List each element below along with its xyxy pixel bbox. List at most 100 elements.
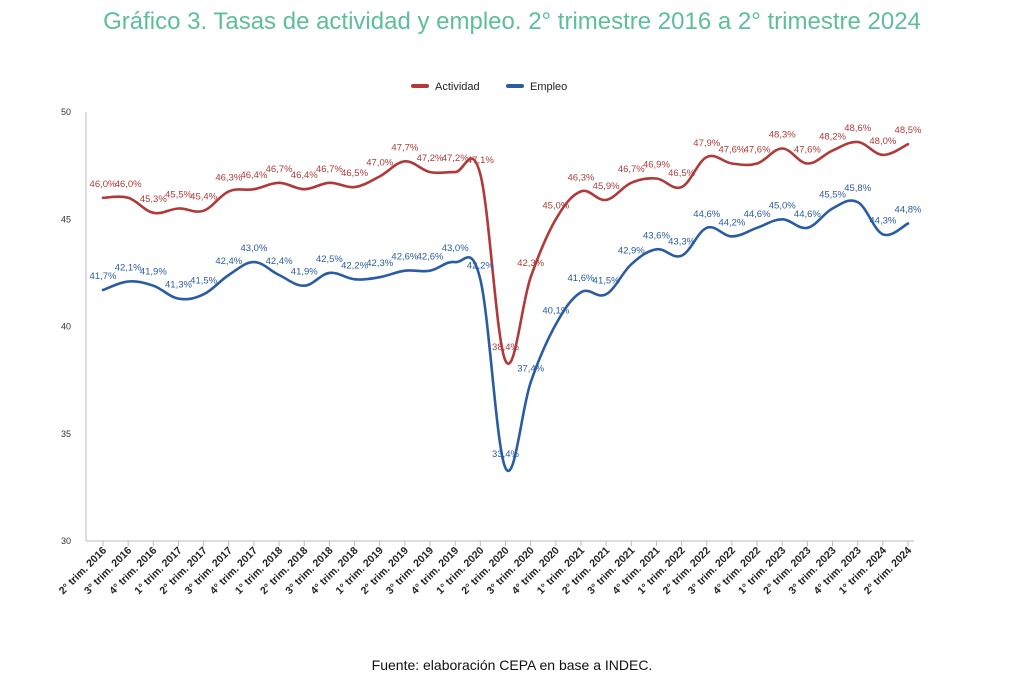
data-point-actividad: [428, 170, 431, 173]
data-point-actividad: [906, 143, 909, 146]
data-label-empleo: 44,2%: [718, 217, 745, 228]
legend: Actividad Empleo: [411, 81, 567, 93]
data-point-empleo: [328, 271, 331, 274]
data-label-empleo: 41,3%: [165, 280, 192, 291]
data-point-empleo: [152, 284, 155, 287]
data-point-actividad: [252, 188, 255, 191]
data-point-actividad: [856, 140, 859, 143]
data-label-actividad: 48,0%: [869, 136, 896, 147]
data-label-empleo: 43,3%: [668, 237, 695, 248]
data-point-empleo: [781, 218, 784, 221]
data-point-empleo: [856, 200, 859, 203]
data-label-empleo: 41,5%: [593, 275, 620, 286]
data-label-actividad: 46,0%: [90, 179, 117, 190]
data-point-empleo: [881, 233, 884, 236]
data-label-actividad: 46,0%: [115, 179, 142, 190]
y-tick-label: 35: [61, 429, 71, 439]
data-point-empleo: [906, 222, 909, 225]
data-label-empleo: 42,2%: [467, 260, 494, 271]
data-label-actividad: 38,4%: [492, 342, 519, 353]
data-label-empleo: 42,5%: [316, 254, 343, 265]
data-point-actividad: [328, 181, 331, 184]
data-label-actividad: 48,6%: [844, 123, 871, 134]
data-point-empleo: [202, 293, 205, 296]
data-point-empleo: [428, 269, 431, 272]
data-label-actividad: 42,3%: [517, 258, 544, 269]
data-label-empleo: 42,2%: [341, 260, 368, 271]
data-point-empleo: [554, 323, 557, 326]
data-label-actividad: 47,6%: [718, 144, 745, 155]
data-point-actividad: [806, 162, 809, 165]
data-label-actividad: 46,7%: [618, 164, 645, 175]
data-point-empleo: [303, 284, 306, 287]
series-layer: [101, 140, 910, 473]
data-label-empleo: 43,0%: [442, 243, 469, 254]
data-point-empleo: [277, 273, 280, 276]
data-point-actividad: [479, 173, 482, 176]
data-label-empleo: 44,6%: [693, 209, 720, 220]
data-point-empleo: [605, 293, 608, 296]
data-labels: 46,0%46,0%45,3%45,5%45,4%46,3%46,4%46,7%…: [90, 123, 922, 460]
data-point-empleo: [403, 269, 406, 272]
data-label-empleo: 37,4%: [517, 363, 544, 374]
data-label-empleo: 42,9%: [618, 245, 645, 256]
data-label-actividad: 48,5%: [895, 125, 922, 136]
data-point-empleo: [730, 235, 733, 238]
data-label-empleo: 45,5%: [819, 190, 846, 201]
data-point-actividad: [881, 153, 884, 156]
data-label-actividad: 46,5%: [341, 168, 368, 179]
data-label-empleo: 42,4%: [215, 256, 242, 267]
data-point-actividad: [127, 196, 130, 199]
data-label-empleo: 43,6%: [643, 230, 670, 241]
data-point-actividad: [529, 276, 532, 279]
data-point-actividad: [781, 147, 784, 150]
data-label-empleo: 45,0%: [769, 200, 796, 211]
data-label-empleo: 45,8%: [844, 183, 871, 194]
data-point-actividad: [579, 190, 582, 193]
data-point-empleo: [806, 226, 809, 229]
data-label-empleo: 41,5%: [190, 275, 217, 286]
y-tick-label: 30: [61, 536, 71, 546]
source-note: Fuente: elaboración CEPA en base a INDEC…: [371, 657, 653, 673]
data-label-empleo: 43,0%: [240, 243, 267, 254]
data-point-actividad: [705, 155, 708, 158]
data-point-empleo: [755, 226, 758, 229]
data-point-actividad: [277, 181, 280, 184]
data-label-empleo: 44,6%: [794, 209, 821, 220]
data-label-empleo: 42,4%: [266, 256, 293, 267]
data-label-empleo: 41,6%: [568, 273, 595, 284]
data-label-empleo: 42,6%: [391, 252, 418, 263]
data-point-empleo: [177, 297, 180, 300]
data-label-actividad: 48,3%: [769, 129, 796, 140]
data-point-actividad: [454, 170, 457, 173]
series-line-actividad: [101, 140, 910, 365]
data-point-empleo: [529, 381, 532, 384]
data-label-actividad: 45,0%: [542, 200, 569, 211]
data-label-actividad: 48,2%: [819, 132, 846, 143]
data-label-actividad: 47,6%: [794, 144, 821, 155]
data-label-empleo: 40,1%: [542, 305, 569, 316]
data-label-actividad: 47,0%: [366, 157, 393, 168]
data-point-empleo: [454, 261, 457, 264]
data-point-actividad: [831, 149, 834, 152]
data-point-empleo: [227, 273, 230, 276]
data-point-actividad: [152, 211, 155, 214]
data-point-empleo: [630, 263, 633, 266]
data-point-actividad: [655, 177, 658, 180]
data-label-actividad: 47,2%: [442, 153, 469, 164]
data-label-actividad: 47,1%: [467, 155, 494, 166]
data-point-empleo: [655, 248, 658, 251]
data-point-actividad: [101, 196, 104, 199]
data-label-actividad: 45,5%: [165, 190, 192, 201]
data-point-actividad: [403, 160, 406, 163]
data-point-actividad: [227, 190, 230, 193]
data-label-actividad: 47,6%: [744, 144, 771, 155]
data-point-empleo: [831, 207, 834, 210]
data-label-actividad: 47,7%: [391, 142, 418, 153]
data-point-empleo: [353, 278, 356, 281]
data-label-empleo: 33,4%: [492, 449, 519, 460]
data-label-actividad: 46,4%: [240, 170, 267, 181]
data-point-actividad: [504, 359, 507, 362]
